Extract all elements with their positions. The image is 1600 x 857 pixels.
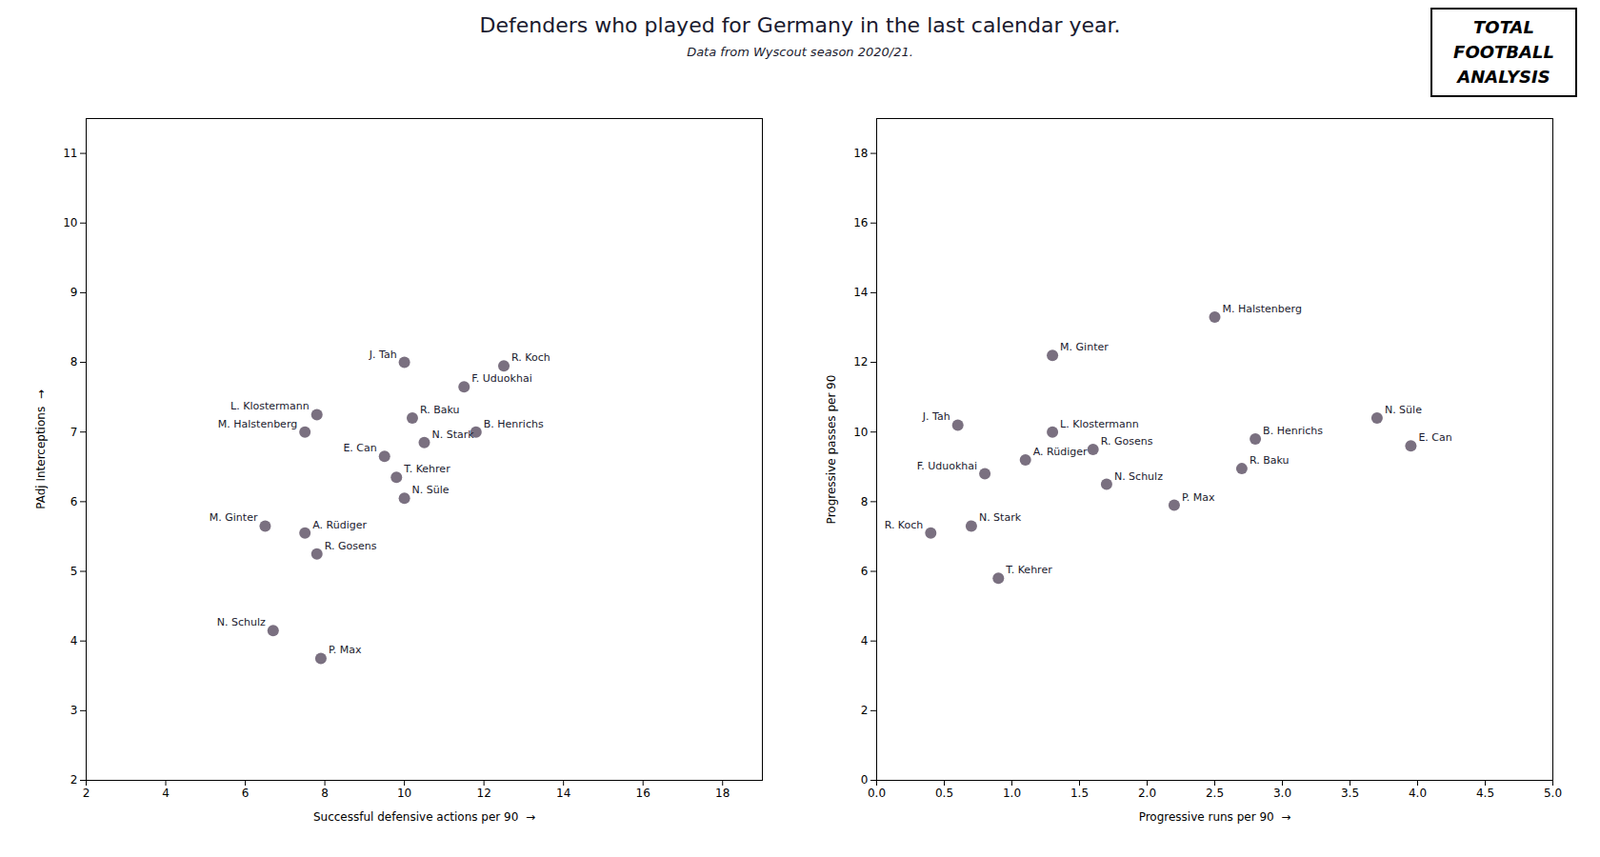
svg-text:R. Koch: R. Koch xyxy=(511,351,551,364)
svg-text:R. Gosens: R. Gosens xyxy=(324,540,378,553)
svg-text:4: 4 xyxy=(860,634,869,648)
svg-text:0.0: 0.0 xyxy=(867,786,886,800)
svg-text:M. Halstenberg: M. Halstenberg xyxy=(1222,302,1302,316)
svg-text:T. Kehrer: T. Kehrer xyxy=(1004,563,1053,577)
svg-text:18: 18 xyxy=(853,146,868,160)
svg-text:7: 7 xyxy=(70,425,79,440)
svg-text:0: 0 xyxy=(860,773,869,787)
svg-text:B. Henrichs: B. Henrichs xyxy=(483,418,544,431)
svg-text:N. Schulz: N. Schulz xyxy=(217,616,266,629)
svg-text:8: 8 xyxy=(70,355,79,369)
svg-text:1.0: 1.0 xyxy=(1002,786,1021,800)
svg-text:R. Baku: R. Baku xyxy=(1249,454,1290,467)
svg-text:M. Ginter: M. Ginter xyxy=(1060,340,1109,354)
svg-text:2.5: 2.5 xyxy=(1205,786,1224,800)
svg-text:F. Uduokhai: F. Uduokhai xyxy=(917,460,978,473)
svg-text:J. Tah: J. Tah xyxy=(368,348,398,361)
svg-text:18: 18 xyxy=(715,786,730,800)
svg-text:1.5: 1.5 xyxy=(1070,786,1089,800)
svg-text:M. Halstenberg: M. Halstenberg xyxy=(218,418,298,431)
html-text:Defenders who played for Germa: Defenders who played for Germany in the … xyxy=(479,13,1121,38)
svg-text:R. Gosens: R. Gosens xyxy=(1100,435,1154,448)
svg-text:L. Klostermann: L. Klostermann xyxy=(230,400,310,413)
svg-text:PAdj Interceptions →: PAdj Interceptions → xyxy=(34,389,48,510)
svg-text:N. Stark: N. Stark xyxy=(432,428,476,441)
svg-text:3.0: 3.0 xyxy=(1273,786,1292,800)
svg-text:12: 12 xyxy=(853,355,868,369)
svg-text:10: 10 xyxy=(397,786,412,800)
svg-text:A. Rüdiger: A. Rüdiger xyxy=(312,519,367,532)
svg-text:6: 6 xyxy=(241,786,250,800)
svg-text:B. Henrichs: B. Henrichs xyxy=(1262,424,1323,438)
svg-text:M. Ginter: M. Ginter xyxy=(209,511,259,524)
svg-text:10: 10 xyxy=(62,216,78,230)
svg-text:N. Stark: N. Stark xyxy=(979,511,1022,524)
svg-text:L. Klostermann: L. Klostermann xyxy=(1060,418,1140,431)
svg-text:J. Tah: J. Tah xyxy=(921,410,951,423)
svg-text:2: 2 xyxy=(82,786,91,800)
svg-text:3.5: 3.5 xyxy=(1340,786,1360,800)
svg-text:2: 2 xyxy=(860,703,869,718)
svg-text:P. Max: P. Max xyxy=(1181,491,1216,504)
html-text:FOOTBALL: FOOTBALL xyxy=(1453,41,1555,62)
svg-text:4: 4 xyxy=(70,634,79,648)
svg-text:3: 3 xyxy=(70,703,79,718)
html-text:TOTAL: TOTAL xyxy=(1473,17,1535,38)
svg-text:F. Uduokhai: F. Uduokhai xyxy=(471,372,532,385)
svg-text:8: 8 xyxy=(860,495,869,509)
html-text:Data from Wyscout season 2020/: Data from Wyscout season 2020/21. xyxy=(686,44,914,60)
svg-text:N. Schulz: N. Schulz xyxy=(1114,470,1163,483)
svg-text:5.0: 5.0 xyxy=(1543,786,1562,800)
svg-text:4: 4 xyxy=(161,786,170,800)
svg-text:A. Rüdiger: A. Rüdiger xyxy=(1033,445,1088,459)
svg-text:P. Max: P. Max xyxy=(328,643,362,657)
svg-text:2: 2 xyxy=(70,773,79,787)
svg-text:0.5: 0.5 xyxy=(935,786,954,800)
svg-text:6: 6 xyxy=(70,495,79,509)
svg-text:12: 12 xyxy=(477,786,492,800)
svg-text:5: 5 xyxy=(70,564,79,579)
svg-text:2.0: 2.0 xyxy=(1138,786,1157,800)
svg-text:10: 10 xyxy=(853,425,868,440)
svg-text:R. Baku: R. Baku xyxy=(420,403,460,417)
svg-text:8: 8 xyxy=(320,786,329,800)
svg-text:16: 16 xyxy=(636,786,651,800)
svg-text:14: 14 xyxy=(556,786,571,800)
svg-text:4.5: 4.5 xyxy=(1476,786,1495,800)
svg-text:E. Can: E. Can xyxy=(342,441,377,455)
svg-text:Progressive runs per 90 →: Progressive runs per 90 → xyxy=(1139,810,1292,824)
svg-text:14: 14 xyxy=(853,285,868,300)
svg-text:R. Koch: R. Koch xyxy=(884,519,924,532)
svg-text:Progressive passes per 90: Progressive passes per 90 xyxy=(824,375,839,525)
svg-text:11: 11 xyxy=(62,146,78,160)
svg-text:6: 6 xyxy=(860,564,869,579)
svg-text:T. Kehrer: T. Kehrer xyxy=(402,462,451,476)
svg-text:9: 9 xyxy=(70,285,79,300)
svg-text:E. Can: E. Can xyxy=(1418,431,1452,444)
html-text:ANALYSIS: ANALYSIS xyxy=(1457,66,1551,87)
svg-text:16: 16 xyxy=(853,216,868,230)
svg-text:N. Süle: N. Süle xyxy=(1384,403,1422,417)
svg-text:Successful defensive actions p: Successful defensive actions per 90 → xyxy=(313,810,536,824)
svg-text:4.0: 4.0 xyxy=(1408,786,1427,800)
svg-text:N. Süle: N. Süle xyxy=(412,483,450,497)
